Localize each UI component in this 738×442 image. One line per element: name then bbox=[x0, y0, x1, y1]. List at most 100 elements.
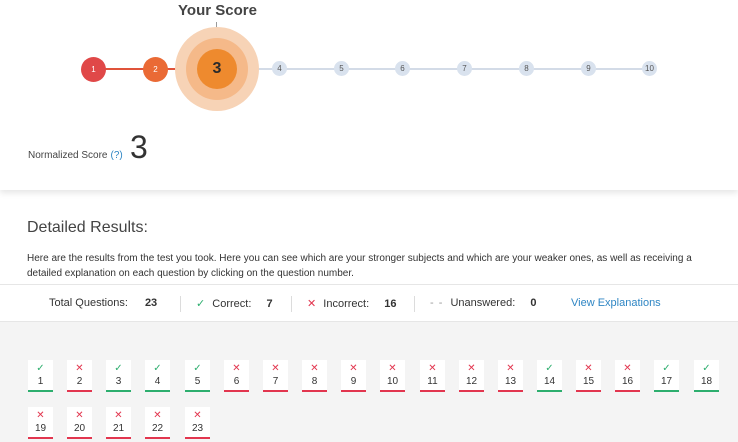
score-step-7: 7 bbox=[457, 61, 472, 76]
x-icon: ✕ bbox=[467, 363, 476, 374]
question-number: 1 bbox=[37, 376, 44, 387]
question-tile[interactable]: ✕ 9 bbox=[341, 360, 366, 392]
correct-label: Correct: bbox=[212, 298, 252, 310]
question-tile[interactable]: ✕ 2 bbox=[67, 360, 92, 392]
question-number: 19 bbox=[34, 423, 47, 434]
score-track-empty bbox=[217, 68, 651, 70]
x-icon: ✕ bbox=[307, 298, 317, 310]
stat-divider bbox=[291, 296, 292, 312]
normalized-score-value: 3 bbox=[130, 129, 148, 165]
total-questions-stat: Total Questions: 23 bbox=[49, 297, 157, 309]
score-panel: Your Score 1 2 3 4 5 6 7 8 9 10 Normaliz… bbox=[0, 0, 738, 190]
question-tile[interactable]: ✕ 12 bbox=[459, 360, 484, 392]
question-number: 17 bbox=[660, 376, 673, 387]
question-tile[interactable]: ✓ 4 bbox=[145, 360, 170, 392]
question-tile[interactable]: ✕ 19 bbox=[28, 407, 53, 439]
x-icon: ✕ bbox=[310, 363, 319, 374]
total-questions-value: 23 bbox=[144, 297, 158, 309]
check-icon: ✓ bbox=[114, 363, 123, 374]
question-number: 18 bbox=[700, 376, 713, 387]
score-step-9: 9 bbox=[581, 61, 596, 76]
x-icon: ✕ bbox=[153, 410, 162, 421]
question-tile[interactable]: ✓ 17 bbox=[654, 360, 679, 392]
question-tile[interactable]: ✕ 13 bbox=[498, 360, 523, 392]
correct-value: 7 bbox=[266, 298, 273, 310]
score-step-1: 1 bbox=[81, 57, 106, 82]
x-icon: ✕ bbox=[36, 410, 45, 421]
normalized-score-help-link[interactable]: (?) bbox=[110, 150, 123, 161]
question-grid: ✓ 1 ✕ 2 ✓ 3 ✓ 4 ✓ 5 ✕ 6 ✕ 7 ✕ 8 ✕ 9 ✕ 10 ✕ 11 ✕ 12 ✕ 13 ✓ 14 ✕ 15 ✕ 16 ✓… bbox=[0, 322, 738, 442]
x-icon: ✕ bbox=[232, 363, 241, 374]
current-score-marker: 3 bbox=[197, 49, 237, 89]
score-step-5: 5 bbox=[334, 61, 349, 76]
question-tile[interactable]: ✓ 18 bbox=[694, 360, 719, 392]
results-summary-bar: Total Questions: 23 ✓ Correct: 7 ✕ Incor… bbox=[0, 284, 738, 322]
x-icon: ✕ bbox=[584, 363, 593, 374]
question-number: 8 bbox=[311, 376, 318, 387]
x-icon: ✕ bbox=[75, 363, 84, 374]
x-icon: ✕ bbox=[428, 363, 437, 374]
correct-stat: ✓ Correct: 7 bbox=[196, 297, 273, 310]
question-number: 16 bbox=[621, 376, 634, 387]
question-tile[interactable]: ✕ 21 bbox=[106, 407, 131, 439]
check-icon: ✓ bbox=[36, 363, 45, 374]
question-tile[interactable]: ✕ 22 bbox=[145, 407, 170, 439]
x-icon: ✕ bbox=[349, 363, 358, 374]
view-explanations-link[interactable]: View Explanations bbox=[571, 297, 661, 309]
normalized-score-text: Normalized Score bbox=[28, 150, 108, 161]
your-score-label: Your Score bbox=[178, 2, 257, 19]
question-number: 5 bbox=[194, 376, 201, 387]
score-step-10: 10 bbox=[642, 61, 657, 76]
question-number: 6 bbox=[233, 376, 240, 387]
check-icon: ✓ bbox=[153, 363, 162, 374]
question-number: 14 bbox=[543, 376, 556, 387]
x-icon: ✕ bbox=[271, 363, 280, 374]
score-step-4: 4 bbox=[272, 61, 287, 76]
x-icon: ✕ bbox=[506, 363, 515, 374]
score-step-2: 2 bbox=[143, 57, 168, 82]
question-tile[interactable]: ✕ 15 bbox=[576, 360, 601, 392]
question-number: 3 bbox=[115, 376, 122, 387]
question-number: 23 bbox=[191, 423, 204, 434]
question-number: 10 bbox=[386, 376, 399, 387]
question-tile[interactable]: ✕ 6 bbox=[224, 360, 249, 392]
question-tile[interactable]: ✕ 10 bbox=[380, 360, 405, 392]
question-number: 7 bbox=[272, 376, 279, 387]
question-tile[interactable]: ✓ 1 bbox=[28, 360, 53, 392]
question-number: 13 bbox=[504, 376, 517, 387]
incorrect-value: 16 bbox=[384, 298, 397, 310]
question-tile[interactable]: ✕ 7 bbox=[263, 360, 288, 392]
normalized-score-label: Normalized Score (?) bbox=[28, 150, 123, 161]
question-tile[interactable]: ✕ 16 bbox=[615, 360, 640, 392]
question-tile[interactable]: ✓ 3 bbox=[106, 360, 131, 392]
question-number: 9 bbox=[350, 376, 357, 387]
detailed-results-description: Here are the results from the test you t… bbox=[27, 253, 692, 279]
question-tile[interactable]: ✕ 23 bbox=[185, 407, 210, 439]
check-icon: ✓ bbox=[193, 363, 202, 374]
question-tile[interactable]: ✓ 5 bbox=[185, 360, 210, 392]
x-icon: ✕ bbox=[193, 410, 202, 421]
x-icon: ✕ bbox=[75, 410, 84, 421]
question-number: 21 bbox=[112, 423, 125, 434]
x-icon: ✕ bbox=[623, 363, 632, 374]
question-number: 22 bbox=[151, 423, 164, 434]
stat-divider bbox=[180, 296, 181, 312]
question-number: 12 bbox=[465, 376, 478, 387]
question-tile[interactable]: ✕ 20 bbox=[67, 407, 92, 439]
question-tile[interactable]: ✕ 8 bbox=[302, 360, 327, 392]
question-tile[interactable]: ✓ 14 bbox=[537, 360, 562, 392]
question-number: 11 bbox=[427, 376, 438, 387]
question-number: 4 bbox=[154, 376, 161, 387]
incorrect-label: Incorrect: bbox=[323, 298, 370, 310]
question-tile[interactable]: ✕ 11 bbox=[420, 360, 445, 392]
dash-icon: - - bbox=[430, 297, 444, 309]
unanswered-value: 0 bbox=[530, 297, 537, 309]
x-icon: ✕ bbox=[114, 410, 123, 421]
unanswered-stat: - - Unanswered: 0 bbox=[430, 297, 536, 309]
detailed-results-title: Detailed Results: bbox=[27, 219, 148, 236]
check-icon: ✓ bbox=[662, 363, 671, 374]
check-icon: ✓ bbox=[196, 298, 206, 310]
total-questions-label: Total Questions: bbox=[49, 297, 128, 309]
question-number: 20 bbox=[73, 423, 86, 434]
check-icon: ✓ bbox=[545, 363, 554, 374]
